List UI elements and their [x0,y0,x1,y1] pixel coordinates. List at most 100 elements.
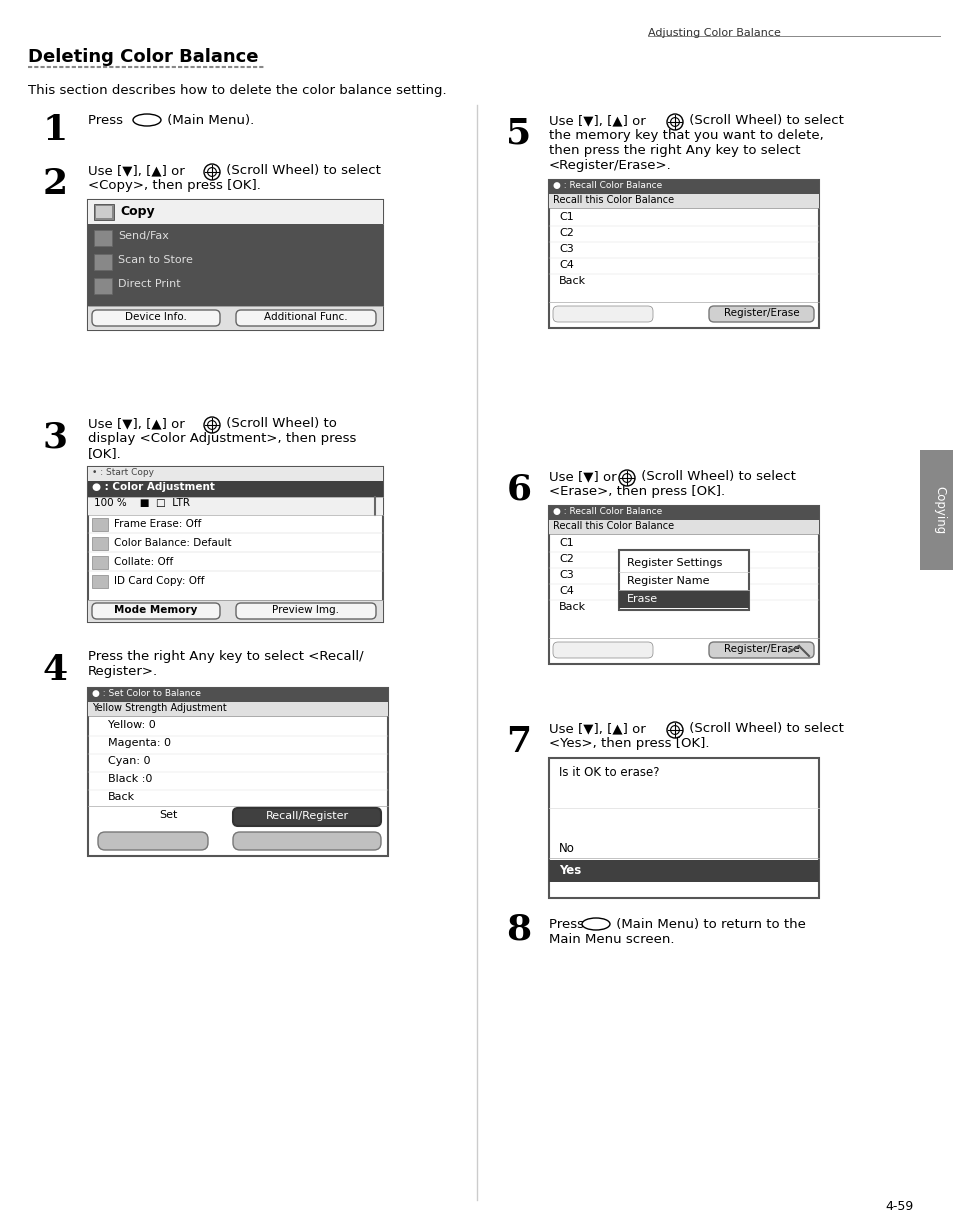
Text: Black :0: Black :0 [108,774,152,784]
Text: Recall this Color Balance: Recall this Color Balance [553,521,674,531]
Text: ● : Color Adjustment: ● : Color Adjustment [91,482,214,492]
Text: Use [▼], [▲] or: Use [▼], [▲] or [88,417,189,429]
Text: then press the right Any key to select: then press the right Any key to select [548,144,800,157]
FancyBboxPatch shape [618,590,748,609]
Text: Use [▼], [▲] or: Use [▼], [▲] or [548,114,649,128]
Text: 7: 7 [506,725,531,760]
FancyBboxPatch shape [88,600,382,622]
Text: Device Info.: Device Info. [125,312,187,321]
Text: Register Name: Register Name [626,575,709,587]
Text: Direct Print: Direct Print [118,279,180,290]
Text: 2: 2 [42,167,68,201]
FancyBboxPatch shape [235,310,375,326]
Text: (Scroll Wheel) to select: (Scroll Wheel) to select [684,114,843,128]
FancyBboxPatch shape [235,602,375,618]
FancyBboxPatch shape [548,194,818,209]
Text: Preview Img.: Preview Img. [273,605,339,615]
FancyBboxPatch shape [548,860,818,882]
Text: Register/Erase: Register/Erase [723,308,799,318]
FancyBboxPatch shape [548,506,818,520]
Circle shape [208,421,216,429]
Circle shape [618,470,635,486]
Text: 3: 3 [42,420,68,454]
Text: Press the right Any key to select <Recall/: Press the right Any key to select <Recal… [88,650,363,663]
Text: C2: C2 [558,228,574,238]
Circle shape [622,474,631,482]
FancyBboxPatch shape [91,310,220,326]
Text: Back: Back [558,276,585,286]
Circle shape [670,118,679,126]
FancyBboxPatch shape [548,180,818,194]
Text: ● : Recall Color Balance: ● : Recall Color Balance [553,507,661,517]
Text: Set: Set [158,810,177,820]
FancyBboxPatch shape [919,450,953,571]
FancyBboxPatch shape [91,518,108,531]
FancyBboxPatch shape [91,602,220,618]
FancyBboxPatch shape [548,506,818,664]
FancyBboxPatch shape [88,200,382,225]
Text: (Scroll Wheel) to select: (Scroll Wheel) to select [222,164,380,177]
Circle shape [204,417,220,433]
FancyBboxPatch shape [91,537,108,550]
FancyBboxPatch shape [88,467,382,481]
Text: C3: C3 [558,571,573,580]
FancyBboxPatch shape [233,832,380,850]
FancyBboxPatch shape [553,642,652,658]
Text: Additional Func.: Additional Func. [264,312,348,321]
FancyBboxPatch shape [88,225,382,306]
Text: C4: C4 [558,260,574,270]
Text: Cyan: 0: Cyan: 0 [108,756,151,766]
Text: <Yes>, then press [OK].: <Yes>, then press [OK]. [548,737,709,750]
Text: (Main Menu).: (Main Menu). [163,114,254,128]
Text: 8: 8 [506,913,531,947]
Circle shape [666,721,682,737]
Text: Register>.: Register>. [88,665,158,679]
Text: C3: C3 [558,244,573,254]
Text: Use [▼] or: Use [▼] or [548,470,620,483]
FancyBboxPatch shape [548,758,818,898]
Text: 1: 1 [42,113,68,147]
FancyBboxPatch shape [98,832,208,850]
FancyBboxPatch shape [88,467,382,622]
Text: Frame Erase: Off: Frame Erase: Off [113,519,201,529]
Text: Press: Press [548,918,588,931]
Text: Deleting Color Balance: Deleting Color Balance [28,48,258,66]
Text: Recall/Register: Recall/Register [265,811,348,821]
FancyBboxPatch shape [94,254,112,270]
Circle shape [670,725,679,735]
Text: C1: C1 [558,537,573,548]
Text: 5: 5 [506,117,531,151]
Text: Register/Erase: Register/Erase [723,644,799,654]
Text: Scan to Store: Scan to Store [118,255,193,265]
Text: Send/Fax: Send/Fax [118,231,169,240]
Text: Magenta: 0: Magenta: 0 [108,737,171,748]
Text: Erase: Erase [626,594,658,604]
FancyBboxPatch shape [88,688,388,702]
Text: (Scroll Wheel) to select: (Scroll Wheel) to select [637,470,795,483]
Text: Yellow: 0: Yellow: 0 [108,720,155,730]
Text: C1: C1 [558,212,573,222]
Text: 4-59: 4-59 [885,1200,913,1214]
FancyBboxPatch shape [708,306,813,321]
Text: • : Start Copy: • : Start Copy [91,467,153,477]
Ellipse shape [581,918,609,930]
Text: No: No [558,842,575,855]
Text: This section describes how to delete the color balance setting.: This section describes how to delete the… [28,83,446,97]
Text: C2: C2 [558,555,574,564]
FancyBboxPatch shape [88,200,382,330]
Text: ● : Recall Color Balance: ● : Recall Color Balance [553,182,661,190]
Text: Press: Press [88,114,127,128]
Text: Main Menu screen.: Main Menu screen. [548,933,674,946]
FancyBboxPatch shape [91,556,108,569]
Text: the memory key that you want to delete,: the memory key that you want to delete, [548,129,822,142]
Text: Copy: Copy [120,205,154,218]
Text: Adjusting Color Balance: Adjusting Color Balance [647,28,781,38]
FancyBboxPatch shape [88,688,388,856]
FancyBboxPatch shape [94,279,112,294]
Text: (Scroll Wheel) to select: (Scroll Wheel) to select [684,721,843,735]
FancyBboxPatch shape [88,481,382,497]
Text: Is it OK to erase?: Is it OK to erase? [558,766,659,779]
Text: (Scroll Wheel) to: (Scroll Wheel) to [222,417,336,429]
Text: C4: C4 [558,587,574,596]
Text: Use [▼], [▲] or: Use [▼], [▲] or [548,721,649,735]
